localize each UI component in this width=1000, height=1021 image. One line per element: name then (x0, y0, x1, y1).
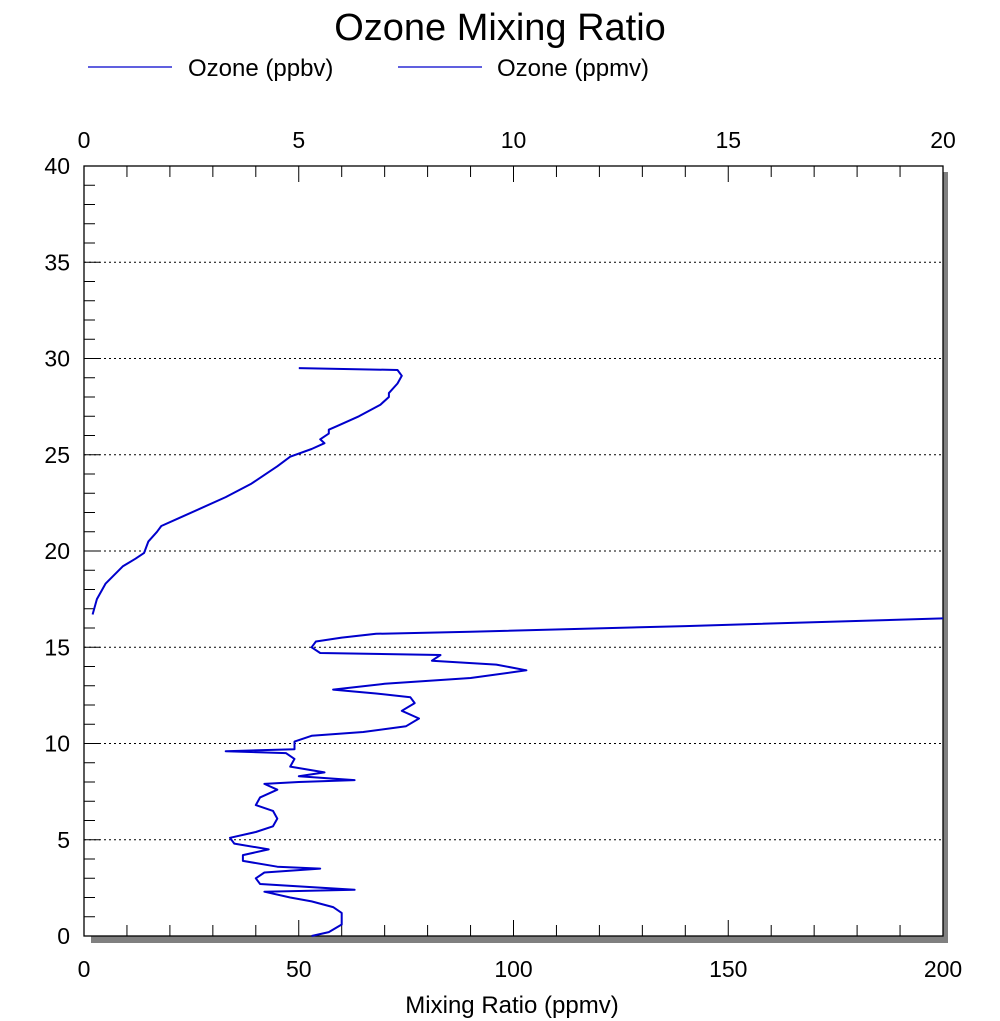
legend-label-ppmv: Ozone (ppmv) (497, 55, 649, 82)
y-tick-label: 40 (44, 153, 70, 179)
legend-label-ppbv: Ozone (ppbv) (188, 55, 333, 82)
series-line-ppmv (91, 367, 403, 615)
y-tick-label: 10 (44, 731, 70, 757)
x2-tick-label: 15 (715, 127, 741, 153)
legend: Ozone (ppbv) Ozone (ppmv) (88, 55, 649, 82)
x2-tick-label: 10 (501, 127, 527, 153)
axis-ticks (83, 165, 944, 937)
y-tick-label: 35 (44, 249, 70, 275)
axis-tick-labels: 0 5 10 15 20 25 30 35 40 0 50 100 150 200 0 5 10 15 20 (44, 127, 962, 982)
y-tick-label: 0 (57, 923, 70, 949)
x-tick-label: 0 (78, 956, 91, 982)
x2-tick-label: 5 (292, 127, 305, 153)
x-axis-label: Mixing Ratio (ppmv) (405, 992, 618, 1019)
y-tick-label: 20 (44, 538, 70, 564)
x-tick-label: 150 (709, 956, 747, 982)
x-tick-label: 200 (924, 956, 962, 982)
x2-tick-label: 20 (930, 127, 956, 153)
x-tick-label: 100 (494, 956, 532, 982)
gridlines (84, 261, 943, 841)
series-line-ppbv (224, 617, 944, 937)
y-tick-label: 5 (57, 827, 70, 853)
x2-tick-label: 0 (78, 127, 91, 153)
chart-title: Ozone Mixing Ratio (334, 7, 666, 49)
x-tick-label: 50 (286, 956, 312, 982)
y-tick-label: 15 (44, 634, 70, 660)
y-tick-label: 25 (44, 442, 70, 468)
data-series (91, 367, 944, 937)
y-tick-label: 30 (44, 346, 70, 372)
